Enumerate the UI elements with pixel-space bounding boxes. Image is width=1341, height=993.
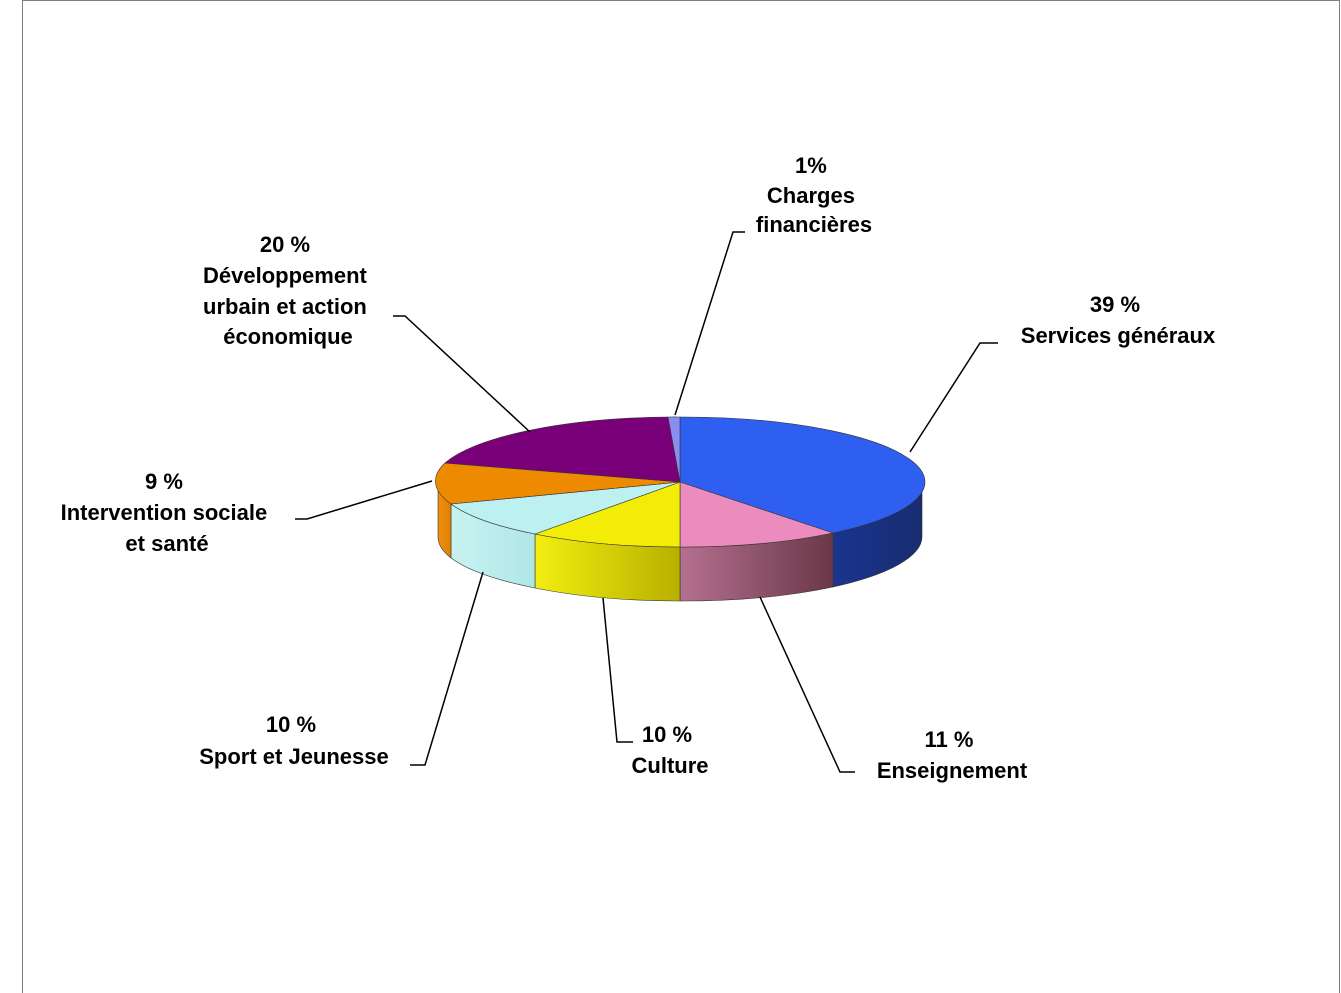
- pie-slice-culture: [533, 481, 681, 548]
- pie-slice-charges-financieres: [667, 416, 681, 483]
- label-charges-financieres: 1% Charges financières: [756, 153, 872, 237]
- pie-slice-intervention-sociale: [435, 462, 681, 505]
- leader-enseignement: [759, 596, 855, 773]
- leader-culture: [602, 597, 633, 743]
- label-sport-jeunesse: 10 % Sport et Jeunesse: [199, 712, 389, 769]
- leader-charges-financieres: [674, 231, 745, 416]
- label-intervention-sociale: 9 % Intervention sociale et santé: [61, 469, 274, 556]
- leader-sport-jeunesse: [410, 571, 484, 766]
- pie-slice-services-generaux: [679, 416, 926, 534]
- label-developpement-urbain: 20 % Développement urbain et action écon…: [203, 232, 373, 349]
- leader-services-generaux: [909, 342, 998, 453]
- leader-intervention-sociale: [295, 480, 433, 520]
- pie-slice-sport-jeunesse: [450, 481, 681, 535]
- label-culture: 10 % Culture: [632, 722, 709, 778]
- pie-slice-enseignement: [679, 481, 835, 548]
- leader-developpement-urbain: [393, 315, 531, 433]
- label-services-generaux: 39 % Services généraux: [1021, 292, 1216, 348]
- label-enseignement: 11 % Enseignement: [877, 727, 1028, 783]
